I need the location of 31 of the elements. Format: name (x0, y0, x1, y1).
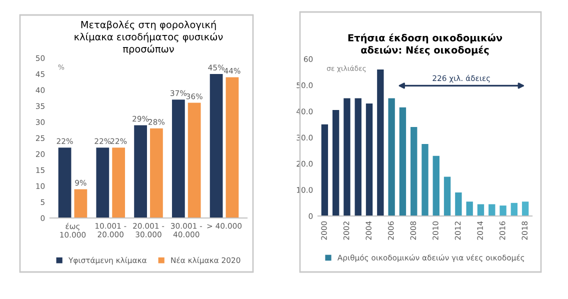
bar (112, 148, 126, 218)
bar (366, 103, 373, 216)
bar (500, 206, 506, 216)
bar (150, 128, 163, 218)
bar (432, 156, 440, 216)
bar (172, 100, 185, 218)
bar (510, 202, 518, 216)
bar (210, 74, 223, 218)
bar (332, 110, 340, 216)
bar (422, 144, 428, 216)
chart-title: Ετήσια έκδοση οικοδομικών αδειών: Νέες οικοδομές (348, 34, 502, 56)
bar (226, 77, 239, 218)
bar (134, 125, 147, 218)
bar (344, 98, 350, 216)
bar (466, 202, 473, 216)
bar (354, 98, 362, 216)
bar (488, 204, 496, 216)
bar (477, 204, 484, 216)
chart-title: Μεταβολές στη φορολογική κλίμακα εισοδήματος φυσικών προσώπων (74, 20, 223, 54)
bar (377, 69, 384, 216)
bar (522, 202, 529, 216)
bar (96, 148, 110, 218)
bar (58, 148, 72, 218)
bar (444, 176, 451, 216)
bar (321, 124, 328, 216)
bar (399, 107, 406, 216)
bar (188, 102, 201, 218)
bar (455, 192, 462, 216)
bar (410, 127, 418, 216)
bar (74, 189, 88, 218)
bar (388, 98, 395, 216)
